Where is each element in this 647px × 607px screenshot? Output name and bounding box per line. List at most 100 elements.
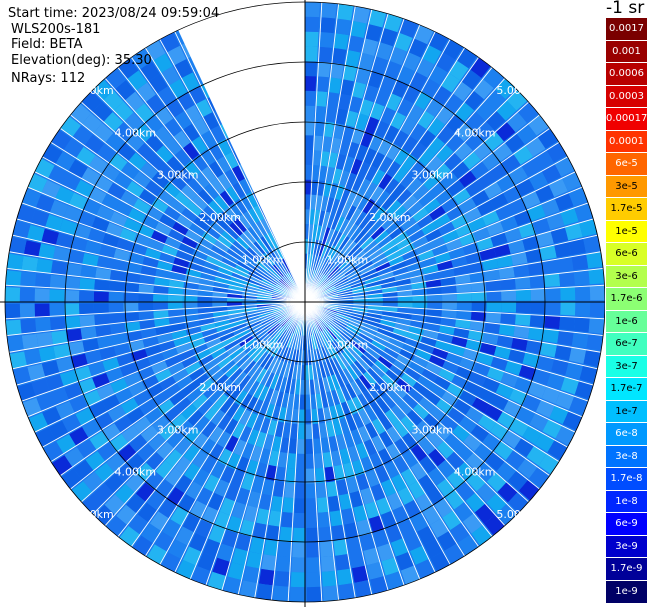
beam-separator: [304, 301, 529, 503]
field-gate: [203, 333, 220, 344]
field-gate: [148, 73, 168, 94]
field-gate: [515, 289, 531, 301]
field-gate: [91, 216, 110, 233]
field-gate: [147, 239, 165, 252]
field-gate: [194, 415, 211, 433]
beam-separator: [174, 301, 306, 573]
field-gate: [232, 406, 246, 423]
field-gate: [318, 278, 330, 290]
field-gate: [528, 327, 545, 341]
field-gate: [441, 293, 457, 302]
beam-separator: [304, 301, 421, 580]
field-gate: [182, 308, 199, 316]
field-gate: [384, 178, 400, 195]
field-gate: [219, 497, 236, 516]
field-gate: [334, 278, 349, 288]
field-gate: [51, 260, 68, 276]
field-gate: [310, 194, 317, 210]
field-gate: [381, 194, 396, 211]
field-gate: [542, 328, 559, 344]
field-gate: [495, 78, 516, 100]
field-gate: [280, 314, 292, 326]
field-gate: [371, 56, 388, 75]
field-gate: [392, 327, 409, 337]
field-gate: [571, 254, 589, 271]
field-gate: [324, 328, 336, 342]
field-gate: [402, 450, 419, 468]
field-gate: [425, 228, 442, 242]
field-gate: [525, 339, 543, 355]
field-gate: [5, 270, 22, 287]
field-gate: [271, 359, 281, 375]
field-gate: [325, 166, 335, 183]
field-gate: [366, 469, 381, 487]
field-gate: [79, 303, 95, 315]
field-gate: [390, 111, 407, 130]
field-gate: [300, 379, 305, 395]
field-gate: [396, 378, 413, 393]
field-gate: [318, 378, 326, 394]
field-gate: [465, 179, 484, 197]
field-gate: [49, 316, 66, 331]
field-gate: [482, 258, 499, 271]
field-gate: [386, 425, 402, 443]
field-gate: [159, 376, 177, 391]
field-gate: [368, 134, 383, 152]
field-gate: [53, 343, 71, 359]
field-gate: [301, 365, 305, 380]
field-gate: [270, 389, 280, 406]
field-gate: [241, 298, 257, 302]
field-gate: [281, 258, 291, 273]
field-gate: [386, 342, 402, 354]
field-gate: [554, 192, 574, 212]
field-gate: [260, 370, 272, 386]
field-gate: [335, 233, 347, 249]
beam-separator: [304, 156, 568, 303]
range-label: 1.00km: [327, 338, 369, 351]
field-gate: [116, 504, 137, 525]
field-gate: [330, 322, 343, 335]
field-gate: [243, 229, 256, 244]
field-gate: [276, 556, 291, 572]
beam-separator: [304, 301, 601, 353]
field-gate: [208, 342, 224, 355]
field-gate: [325, 264, 338, 277]
field-gate: [233, 439, 247, 457]
field-gate: [516, 124, 537, 145]
field-gate: [312, 423, 321, 439]
field-gate: [226, 515, 243, 534]
field-gate: [163, 206, 181, 222]
field-gate: [377, 234, 393, 248]
field-gate: [230, 276, 246, 285]
field-gate: [322, 361, 331, 377]
field-gate: [392, 505, 410, 524]
field-gate: [395, 551, 415, 571]
field-gate: [419, 437, 436, 455]
field-gate: [110, 378, 129, 394]
field-gate: [146, 452, 165, 471]
field-gate: [463, 206, 482, 223]
field-gate: [261, 554, 277, 571]
field-gate: [374, 230, 389, 244]
field-gate: [308, 364, 314, 380]
field-gate: [319, 313, 332, 325]
field-gate: [363, 147, 377, 165]
field-gate: [267, 269, 280, 282]
field-gate: [455, 102, 475, 122]
field-gate: [12, 367, 31, 386]
field-gate: [465, 406, 484, 424]
field-gate: [409, 361, 426, 375]
field-gate: [410, 545, 429, 565]
field-gate: [345, 383, 358, 399]
field-gate: [433, 85, 452, 105]
field-gate: [381, 351, 397, 364]
field-gate: [361, 38, 379, 56]
field-gate: [475, 100, 496, 121]
field-gate: [93, 123, 114, 143]
field-gate: [67, 341, 85, 356]
field-gate: [424, 322, 441, 332]
field-gate: [184, 320, 201, 330]
field-gate: [400, 216, 417, 231]
field-gate: [476, 482, 497, 503]
field-gate: [138, 311, 154, 321]
